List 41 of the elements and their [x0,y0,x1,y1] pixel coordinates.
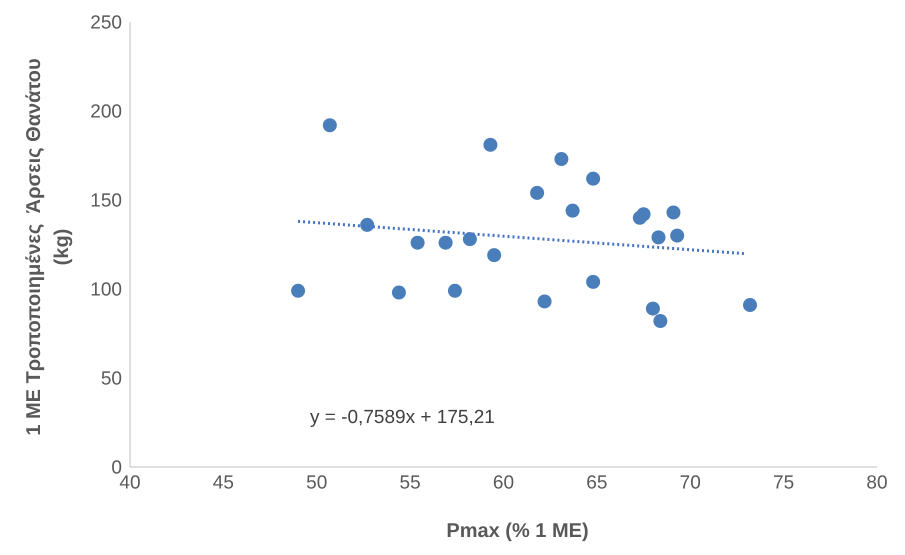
point [462,232,477,246]
point [653,314,668,328]
point [487,248,502,262]
y-tick-label: 150 [90,190,122,212]
y-tick-label: 250 [90,12,122,34]
point [646,302,660,316]
point [670,228,684,243]
point [554,152,568,166]
y-tick-label: 0 [111,458,122,479]
y-tick-label: 200 [90,102,122,123]
y-tick-label: 50 [100,368,122,390]
x-axis-title: Pmax (% 1 ME) [445,520,590,543]
x-tick-label: 50 [306,472,328,494]
y-axis-title: 1 ME Τροποποιημένες Άρσεις Θανάτου (kg) [22,57,74,438]
point [530,186,544,200]
point [666,205,680,220]
point [652,230,666,244]
point [483,138,498,152]
point [586,172,600,186]
x-tick-label: 65 [586,472,608,494]
point [322,118,337,132]
point [636,207,651,222]
x-tick-label: 40 [119,472,141,494]
annotation: y = -0,7589x + 175,21 [310,407,495,429]
point [448,284,462,298]
x-tick-label: 60 [492,472,514,494]
x-tick-label: 55 [400,472,421,494]
x-tick-label: 70 [680,472,701,494]
x-tick-label: 45 [212,472,234,494]
point [566,204,580,218]
point [410,236,425,250]
point [743,298,758,312]
y-tick-label: 100 [90,280,122,301]
point [360,218,374,232]
point [291,284,306,298]
x-tick-label: 75 [773,472,794,494]
point [586,274,600,289]
point [538,294,552,308]
x-tick-label: 80 [866,472,888,494]
point [392,286,406,300]
point [438,236,453,250]
